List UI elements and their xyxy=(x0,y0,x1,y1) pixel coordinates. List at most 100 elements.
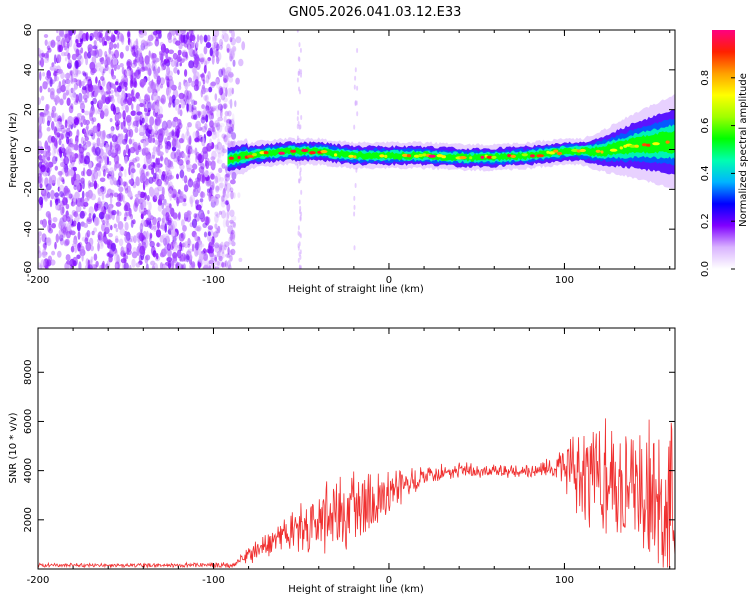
spectrogram-x-tick-label: -100 xyxy=(202,275,225,286)
heatmap-cell xyxy=(104,108,109,117)
heatmap-cell xyxy=(214,119,221,128)
heatmap-cell xyxy=(109,249,113,254)
heatmap-cell xyxy=(72,65,77,76)
heatmap-cell xyxy=(217,152,222,160)
heatmap-cell xyxy=(221,68,226,76)
heatmap-cell xyxy=(230,221,236,228)
heatmap-cell xyxy=(54,241,57,250)
heatmap-cell xyxy=(207,160,212,166)
heatmap-cell xyxy=(136,163,141,168)
heatmap-cell xyxy=(127,37,131,46)
heatmap-cell xyxy=(94,146,101,156)
snr-panel: -200 -100 0 100 2000 4000 6000 8000 Height of … xyxy=(8,327,676,595)
heatmap-cell xyxy=(180,58,185,63)
signal-hotspot xyxy=(278,151,285,155)
heatmap-cell xyxy=(154,38,160,47)
heatmap-cell xyxy=(204,94,209,103)
heatmap-cell xyxy=(298,178,300,184)
heatmap-cell xyxy=(168,224,174,231)
heatmap-cell xyxy=(116,179,121,188)
heatmap-cell xyxy=(79,100,85,106)
heatmap-cell xyxy=(229,232,236,242)
heatmap-cell xyxy=(139,30,142,34)
heatmap-cell xyxy=(186,129,189,137)
heatmap-cell xyxy=(227,126,233,134)
heatmap-cell xyxy=(109,118,113,123)
heatmap-cell xyxy=(97,202,103,210)
heatmap-cell xyxy=(165,144,169,154)
heatmap-cell xyxy=(232,45,237,52)
heatmap-cell xyxy=(216,43,220,49)
heatmap-cell xyxy=(65,89,70,96)
heatmap-cell xyxy=(128,128,134,138)
heatmap-cell xyxy=(61,114,65,120)
spectrogram-x-ticks: -200 -100 0 100 xyxy=(27,30,671,286)
heatmap-cell xyxy=(184,154,190,163)
heatmap-cell xyxy=(154,82,161,92)
heatmap-cell xyxy=(79,210,85,219)
heatmap-cell xyxy=(74,60,79,69)
heatmap-cell xyxy=(221,148,228,154)
heatmap-cell xyxy=(158,128,164,136)
heatmap-cell xyxy=(147,41,153,47)
heatmap-cell xyxy=(144,93,150,101)
heatmap-cell xyxy=(155,158,159,165)
heatmap-cell xyxy=(66,41,70,49)
heatmap-cell xyxy=(354,75,357,81)
heatmap-cell xyxy=(218,210,223,215)
heatmap-cell xyxy=(75,94,79,103)
heatmap-cell xyxy=(125,104,129,113)
heatmap-cell xyxy=(154,105,158,113)
heatmap-cell xyxy=(229,118,235,129)
heatmap-cell xyxy=(182,225,187,232)
heatmap-cell xyxy=(74,179,80,186)
heatmap-cell xyxy=(154,130,159,136)
heatmap-cell xyxy=(149,116,155,126)
heatmap-cell xyxy=(231,171,237,180)
heatmap-cell xyxy=(203,46,208,55)
heatmap-cell xyxy=(130,168,136,174)
heatmap-cell xyxy=(42,248,46,259)
heatmap-cell xyxy=(353,124,356,130)
spectrogram-y-tick-label: -40 xyxy=(23,221,34,237)
heatmap-cell xyxy=(203,64,207,74)
heatmap-cell xyxy=(41,252,48,258)
spectrogram-y-ticks: -60 -40 -20 0 20 40 60 xyxy=(23,24,675,277)
heatmap-cell xyxy=(80,47,84,54)
heatmap-cell xyxy=(298,231,301,237)
heatmap-cell xyxy=(212,236,216,243)
heatmap-cell xyxy=(63,45,67,51)
heatmap-cell xyxy=(194,79,199,87)
heatmap-cell xyxy=(214,198,218,207)
heatmap-cell xyxy=(212,129,217,135)
heatmap-cell xyxy=(189,196,193,205)
signal-hotspot xyxy=(428,154,436,158)
heatmap-cell xyxy=(115,30,121,35)
heatmap-cell xyxy=(296,116,299,122)
spectrogram-x-label: Height of straight line (km) xyxy=(288,284,424,295)
heatmap-cell xyxy=(51,223,56,229)
heatmap-cell xyxy=(40,259,46,268)
colorbar-tick-label: 0.2 xyxy=(700,213,711,229)
heatmap-cell xyxy=(213,254,217,261)
heatmap-cell xyxy=(62,35,66,44)
heatmap-cell xyxy=(198,209,205,220)
heatmap-cell xyxy=(38,196,44,206)
heatmap-cell xyxy=(151,176,156,183)
heatmap-cell xyxy=(109,177,115,186)
heatmap-cell xyxy=(103,201,109,210)
heatmap-cell xyxy=(64,119,68,129)
heatmap-cell xyxy=(215,48,219,58)
heatmap-cell xyxy=(44,39,48,46)
heatmap-cell xyxy=(154,192,160,199)
heatmap-cell xyxy=(201,125,207,133)
heatmap-cell xyxy=(68,124,72,129)
heatmap-cell xyxy=(354,67,357,73)
heatmap-cell xyxy=(199,53,204,60)
heatmap-cell xyxy=(76,129,80,138)
heatmap-cell xyxy=(104,59,109,68)
heatmap-cell xyxy=(97,109,101,115)
heatmap-cell xyxy=(229,209,235,217)
signal-hotspot xyxy=(507,154,512,158)
